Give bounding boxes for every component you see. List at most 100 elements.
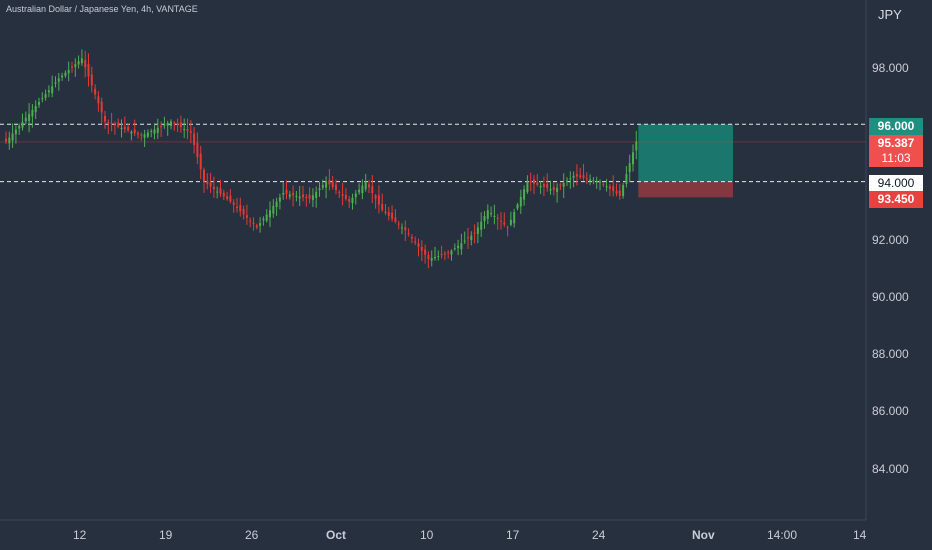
candle-body — [137, 133, 139, 135]
candle-body — [21, 121, 24, 128]
candle-body — [104, 115, 106, 122]
candle-body — [288, 194, 291, 197]
candle-body — [255, 225, 258, 228]
candle-body — [311, 195, 314, 200]
candle-body — [212, 186, 215, 190]
candle-body — [595, 180, 598, 183]
candle-body — [516, 204, 519, 209]
candle-body — [315, 191, 318, 199]
candle-body — [391, 212, 394, 219]
candle-body — [506, 227, 509, 229]
candle-body — [407, 233, 410, 235]
candle-body — [156, 127, 159, 133]
candle-body — [615, 191, 618, 194]
currency-label: JPY — [878, 7, 902, 22]
candle-body — [434, 256, 436, 259]
candle-body — [203, 169, 205, 182]
candle-body — [18, 125, 21, 129]
candle-body — [120, 127, 123, 130]
candle-body — [374, 195, 377, 199]
candle-body — [589, 179, 592, 182]
candle-body — [460, 243, 463, 250]
candle-body — [153, 129, 156, 134]
candle-body — [113, 124, 116, 126]
candle-body — [427, 255, 430, 259]
candle-body — [292, 192, 295, 196]
x-tick: Nov — [692, 528, 715, 542]
candle-body — [401, 227, 403, 229]
x-tick: 10 — [420, 528, 434, 542]
candle-body — [417, 243, 420, 247]
candle-body — [341, 194, 344, 196]
candle-body — [226, 196, 229, 200]
candle-body — [57, 78, 60, 82]
candle-body — [572, 175, 575, 178]
candle-body — [622, 185, 625, 197]
symbol-title[interactable]: Australian Dollar / Japanese Yen, 4h, VA… — [6, 4, 198, 14]
current-price-tag: 95.387 — [869, 135, 923, 152]
candle-body — [269, 210, 271, 218]
x-tick: 14 — [853, 528, 867, 542]
y-tick: 90.000 — [872, 290, 909, 304]
candle-body — [632, 152, 634, 165]
candle-body — [321, 185, 324, 188]
candle-body — [272, 205, 275, 214]
candle-body — [335, 184, 337, 191]
candle-body — [5, 138, 7, 142]
candle-body — [397, 223, 400, 225]
candle-body — [338, 191, 341, 194]
candle-body — [437, 256, 440, 258]
y-tick: 98.000 — [872, 61, 909, 75]
candle-body — [110, 123, 113, 125]
candle-body — [575, 174, 578, 177]
candle-body — [325, 181, 328, 188]
candle-body — [546, 183, 549, 189]
profit-zone — [638, 124, 733, 182]
candle-body — [84, 60, 87, 68]
candle-body — [443, 253, 446, 255]
candle-body — [476, 227, 479, 234]
candle-body — [41, 98, 44, 100]
candle-body — [483, 215, 486, 222]
candle-body — [493, 215, 496, 217]
candle-body — [150, 130, 153, 132]
candle-body — [549, 189, 552, 191]
candle-body — [219, 188, 222, 195]
candle-body — [368, 184, 370, 188]
x-tick: 12 — [73, 528, 87, 542]
candle-body — [539, 185, 542, 188]
stop-price-tag: 93.450 — [869, 191, 923, 208]
candle-body — [146, 132, 149, 137]
candle-body — [430, 257, 433, 261]
candle-body — [196, 142, 199, 158]
candle-body — [457, 245, 460, 249]
candle-body — [166, 123, 169, 126]
candle-body — [519, 196, 522, 207]
candle-body — [625, 174, 628, 185]
candle-body — [480, 221, 483, 230]
candle-body — [608, 186, 611, 189]
candle-body — [229, 195, 232, 202]
candle-body — [308, 194, 311, 199]
candle-body — [348, 199, 351, 202]
candle-body — [74, 64, 77, 68]
candle-body — [100, 101, 103, 113]
candle-body — [186, 129, 189, 131]
candle-body — [618, 190, 621, 196]
candle-body — [523, 189, 526, 200]
candle-body — [364, 181, 367, 190]
candle-body — [579, 175, 582, 178]
candle-body — [222, 192, 225, 197]
candle-body — [536, 182, 539, 185]
position-zones — [638, 124, 733, 198]
y-tick: 88.000 — [872, 347, 909, 361]
candle-body — [599, 181, 601, 183]
candle-body — [242, 208, 245, 215]
candle-body — [123, 126, 126, 130]
candle-body — [239, 205, 242, 212]
candle-body — [249, 220, 252, 222]
candle-body — [384, 211, 387, 214]
candle-body — [566, 180, 568, 182]
